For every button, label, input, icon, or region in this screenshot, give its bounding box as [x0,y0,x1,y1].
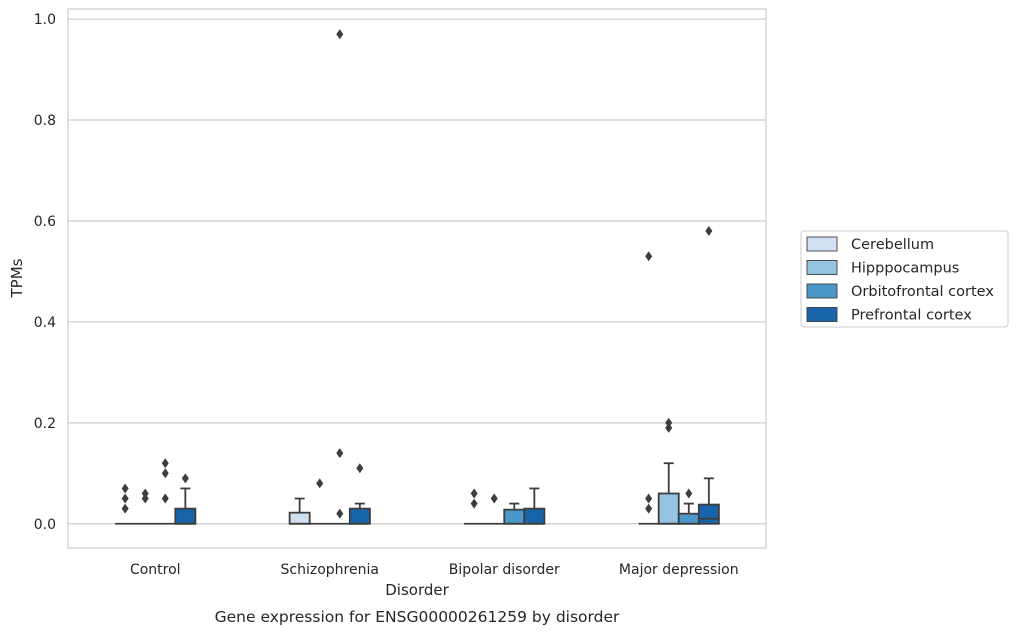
legend-label: Orbitofrontal cortex [851,284,994,300]
box-group [115,483,136,525]
outlier-point [336,29,344,40]
boxes [115,29,720,525]
outlier-point [336,508,344,519]
outlier-point [356,463,364,474]
outlier-point [336,448,344,459]
box-group [348,463,371,525]
outlier-point [161,468,169,479]
x-tick-label: Schizophrenia [281,562,379,578]
box-body [657,492,680,525]
legend: Cerebellum Hipppocampus Orbitofrontal cort… [800,230,1009,328]
outlier-point [121,483,129,494]
box-group [329,29,350,525]
y-axis-title: TPMs [8,258,26,298]
box-body [288,511,311,525]
box-body [523,507,546,525]
x-axis-title: Disorder [385,581,449,599]
box-group [523,487,546,525]
outlier-point [141,493,149,504]
y-tick-label: 0.4 [34,315,56,331]
outlier-point [685,488,693,499]
outlier-point [705,226,713,237]
outlier-point [665,422,673,433]
y-tick-label: 0.2 [34,416,56,432]
box-group [638,251,659,525]
box-group [174,473,197,525]
outlier-point [121,493,129,504]
outlier-point [470,488,478,499]
outlier-point [470,498,478,509]
box-body [503,508,526,525]
box-group [135,488,156,525]
legend-label: Cerebellum [851,237,934,253]
box-group [155,458,176,525]
box-body [174,507,197,525]
chart-caption: Gene expression for ENSG00000261259 by d… [215,608,620,626]
box-group [484,493,505,525]
outlier-point [121,503,129,514]
outlier-point [316,478,324,489]
y-tick-label: 1.0 [34,12,56,28]
legend-label: Prefrontal cortex [851,308,972,324]
grid-lines [68,18,766,525]
box-body [677,512,700,525]
x-tick-label: Major depression [619,562,739,578]
y-tick-label: 0.0 [34,517,56,533]
box-group [697,226,720,525]
box-group [309,478,330,525]
box-body [697,503,720,525]
x-tick-label: Bipolar disorder [449,562,560,578]
box-group [657,417,680,525]
legend-frame [800,230,1009,328]
outlier-point [161,458,169,469]
legend-swatch [806,260,838,275]
legend-swatch [806,307,838,322]
x-tick-labels: Control Schizophrenia Bipolar disorder Majo… [130,562,739,578]
y-tick-label: 0.6 [34,214,56,230]
box-group [677,488,700,525]
y-tick-labels: 0.0 0.2 0.4 0.6 0.8 1.0 [34,12,56,533]
legend-label: Hipppocampus [851,261,959,277]
y-tick-label: 0.8 [34,113,56,129]
outlier-point [645,503,653,514]
outlier-point [181,473,189,484]
outlier-point [490,493,498,504]
legend-swatch [806,236,838,252]
outlier-point [665,417,673,428]
box-group [464,488,485,525]
outlier-point [161,493,169,504]
box-body [348,507,371,525]
outlier-point [141,488,149,499]
legend-swatch [806,283,838,299]
outlier-point [645,251,653,262]
plot-frame [67,8,767,549]
box-group [288,497,311,525]
box-group [503,502,526,525]
outlier-point [645,493,653,504]
x-tick-label: Control [130,562,181,578]
